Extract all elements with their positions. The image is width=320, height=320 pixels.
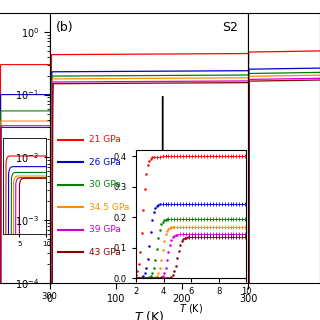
Text: 30 GPa: 30 GPa: [89, 180, 121, 189]
Text: 39 GPa: 39 GPa: [89, 225, 121, 234]
Text: (b): (b): [56, 21, 73, 34]
Text: $-1$: $-1$: [57, 21, 72, 33]
Text: 21 GPa: 21 GPa: [89, 135, 121, 144]
X-axis label: $T$ (K): $T$ (K): [133, 309, 164, 320]
X-axis label: $T$ (K): $T$ (K): [179, 302, 203, 315]
Text: 34.5 GPa: 34.5 GPa: [89, 203, 130, 212]
Text: 26 GPa: 26 GPa: [89, 158, 121, 167]
Text: S2: S2: [222, 21, 238, 34]
Text: 43 GPa: 43 GPa: [89, 248, 121, 257]
